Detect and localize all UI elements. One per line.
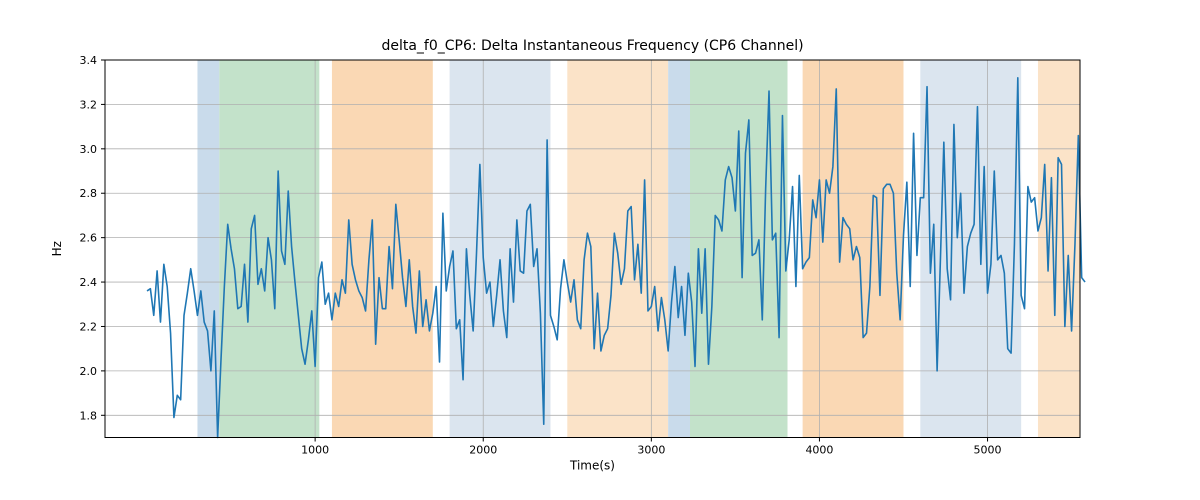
y-tick-label: 1.8	[80, 409, 98, 422]
y-tick-label: 3.2	[80, 98, 98, 111]
x-tick-label: 4000	[805, 444, 833, 457]
y-tick-label: 2.6	[80, 232, 98, 245]
y-tick-label: 3.0	[80, 143, 98, 156]
y-ticks: 1.8 2.0 2.2 2.4 2.6 2.8 3.0 3.2 3.4	[80, 54, 106, 422]
y-tick-label: 2.8	[80, 187, 98, 200]
x-tick-label: 5000	[974, 444, 1002, 457]
x-axis-label: Time(s)	[569, 459, 615, 473]
y-tick-label: 2.4	[80, 276, 98, 289]
delta-frequency-chart: 1000 2000 3000 4000 5000 1.8 2.0 2.2 2.4 2.6 2.8 3…	[0, 0, 1200, 500]
y-tick-label: 3.4	[80, 54, 98, 67]
highlight-span-9	[1038, 60, 1080, 438]
y-axis-label: Hz	[50, 241, 64, 256]
highlight-span-5	[668, 60, 690, 438]
highlight-span-3	[450, 60, 551, 438]
highlight-span-8	[920, 60, 1021, 438]
x-ticks: 1000 2000 3000 4000 5000	[301, 438, 1001, 457]
chart-title: delta_f0_CP6: Delta Instantaneous Freque…	[381, 38, 803, 54]
x-tick-label: 2000	[469, 444, 497, 457]
highlight-span-7	[803, 60, 904, 438]
y-tick-label: 2.2	[80, 320, 98, 333]
y-tick-label: 2.0	[80, 365, 98, 378]
x-tick-label: 1000	[301, 444, 329, 457]
x-tick-label: 3000	[637, 444, 665, 457]
